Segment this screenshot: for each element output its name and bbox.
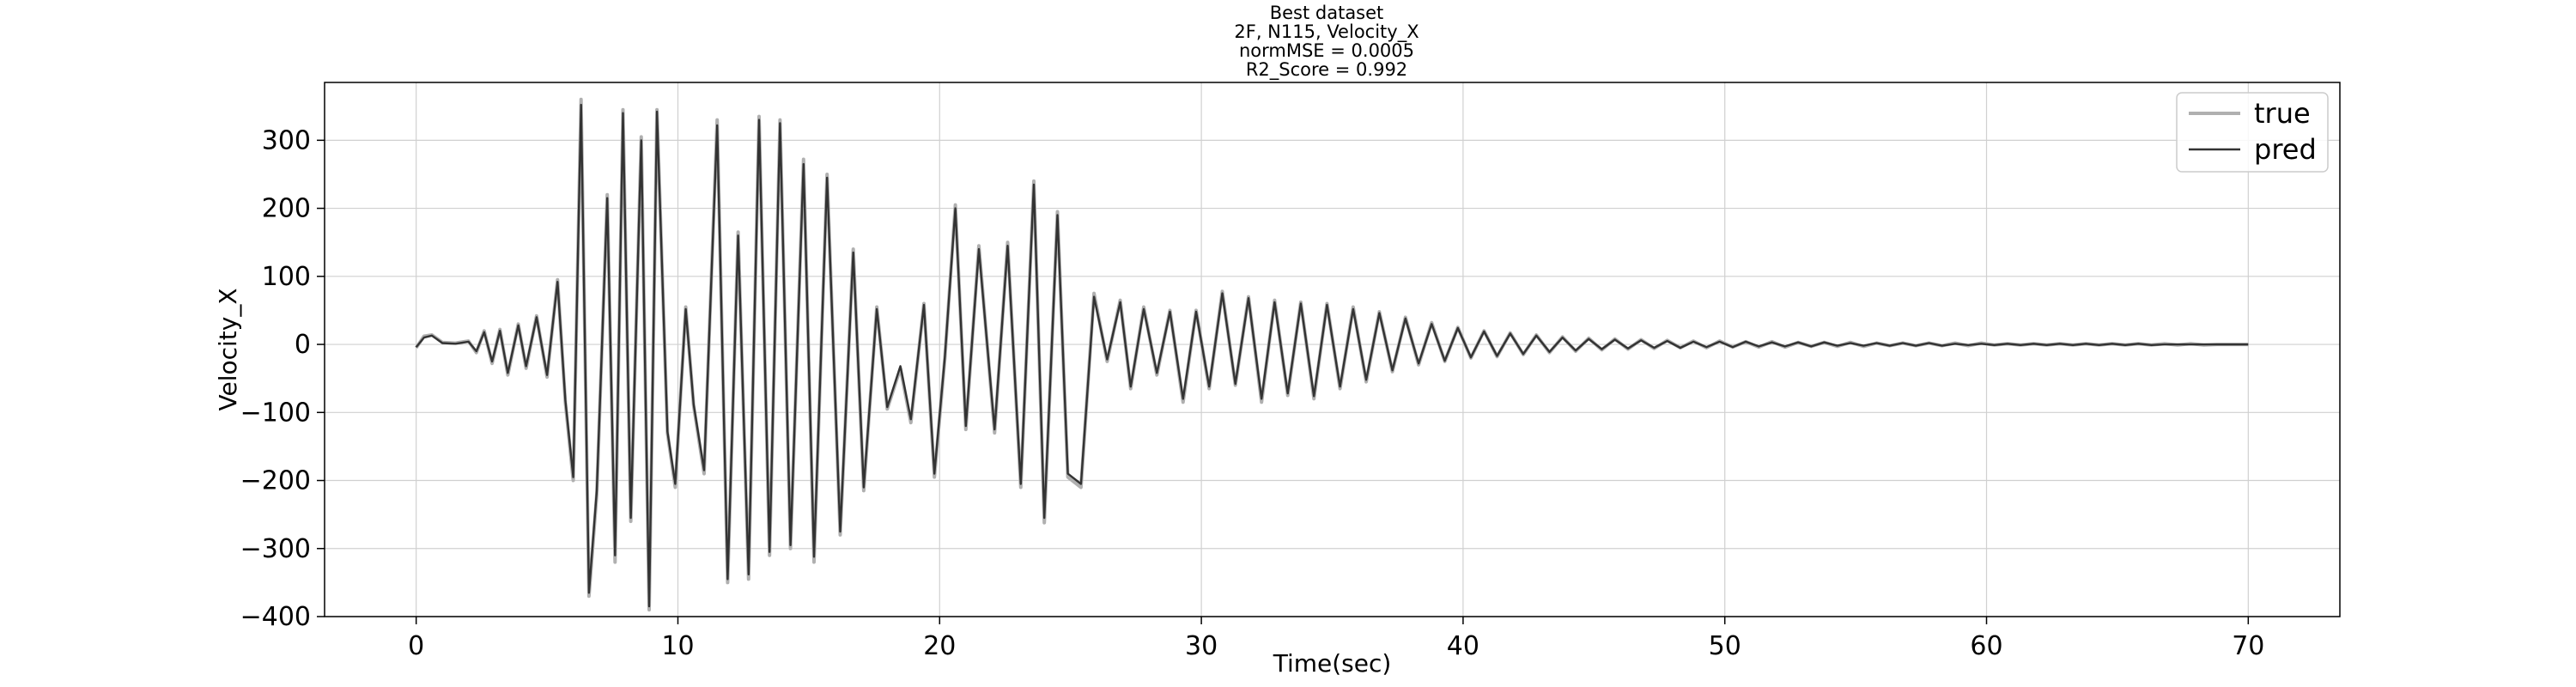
chart-title-line-1: Best dataset <box>1270 3 1384 23</box>
series-group <box>415 97 2249 612</box>
y-tick-label: 200 <box>262 194 311 224</box>
series-line-true <box>415 97 2249 612</box>
legend-label-pred: pred <box>2254 133 2317 166</box>
y-tick-label: −100 <box>240 398 311 428</box>
y-tick-label: −400 <box>240 602 311 632</box>
chart-title: Best dataset 2F, N115, Velocity_X normMS… <box>1234 3 1419 81</box>
y-axis-label: Velocity_X <box>214 288 242 410</box>
x-tick-label: 30 <box>1185 631 1218 661</box>
x-axis-label: Time(sec) <box>1273 649 1392 678</box>
x-tick-label: 60 <box>1970 631 2002 661</box>
axis-ticks: 0 10 20 30 40 50 60 70 −400 −300 −200 −100 0 100 200 30… <box>240 125 2265 661</box>
y-tick-label: 0 <box>295 330 311 360</box>
x-tick-label: 40 <box>1447 631 1479 661</box>
x-tick-label: 0 <box>408 631 424 661</box>
x-tick-label: 20 <box>923 631 956 661</box>
plot-frame <box>324 82 2341 617</box>
y-tick-label: 100 <box>262 262 311 292</box>
series-line-pred <box>415 103 2249 608</box>
chart-title-line-2: 2F, N115, Velocity_X <box>1234 21 1419 43</box>
y-tick-label: 300 <box>262 125 311 155</box>
chart-title-line-3: normMSE = 0.0005 <box>1239 40 1414 61</box>
x-tick-label: 10 <box>661 631 694 661</box>
legend-label-true: true <box>2254 97 2311 130</box>
chart-title-line-4: R2_Score = 0.992 <box>1246 59 1407 81</box>
x-tick-label: 70 <box>2232 631 2264 661</box>
y-tick-label: −300 <box>240 534 311 564</box>
y-tick-label: −200 <box>240 466 311 496</box>
x-tick-label: 50 <box>1709 631 1741 661</box>
